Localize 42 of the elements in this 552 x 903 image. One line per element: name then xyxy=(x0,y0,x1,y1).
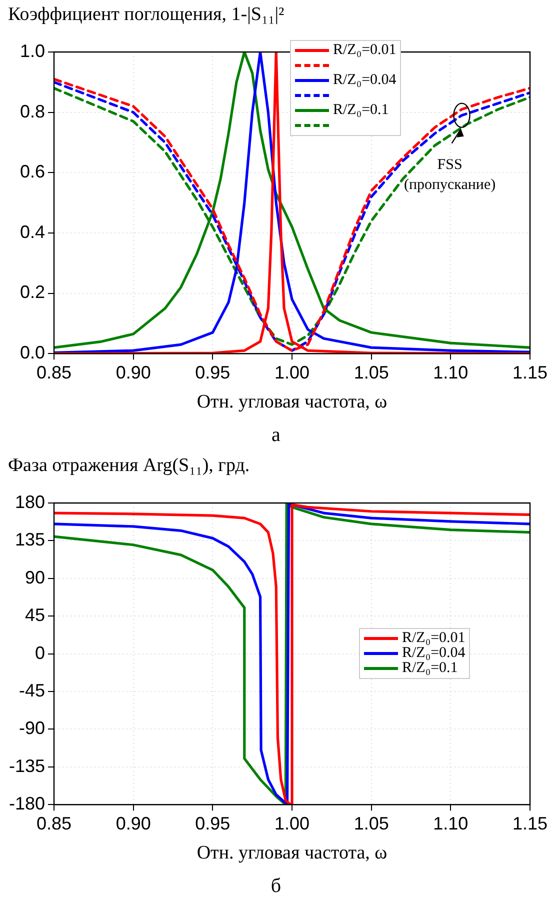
x-tick-label: 0.90 xyxy=(116,813,151,834)
legend-label: R/Z₀=0.01 xyxy=(402,630,466,647)
y-tick-label: 0.4 xyxy=(20,222,45,242)
x-tick-label: 0.90 xyxy=(116,362,151,382)
x-tick-label: 1.10 xyxy=(433,362,468,382)
x-axis-title: Отн. угловая частота, ω xyxy=(196,842,388,864)
legend-label: R/Z₀=0.04 xyxy=(333,72,396,89)
text: б xyxy=(270,875,282,898)
x-tick-label: 1.15 xyxy=(512,362,548,382)
x-tick-label: 1.00 xyxy=(274,362,310,382)
x-tick-label: 0.95 xyxy=(195,362,230,382)
x-tick-label: 0.95 xyxy=(195,813,230,834)
y-tick-label: 0.2 xyxy=(20,282,45,302)
x-tick-label: 1.00 xyxy=(274,813,310,834)
legend-label: R/Z₀=0.1 xyxy=(402,660,458,678)
legend-label: R/Z₀=0.1 xyxy=(333,102,389,119)
y-tick-label: -180 xyxy=(8,794,45,814)
y-tick-label: 0.0 xyxy=(20,342,45,363)
y-tick-label: 0.8 xyxy=(20,101,45,122)
x-tick-label: 1.15 xyxy=(512,813,548,834)
text: а xyxy=(270,424,282,447)
y-tick-label: -45 xyxy=(18,680,45,700)
x-tick-label: 1.05 xyxy=(354,362,389,382)
y-tick-label: 0.6 xyxy=(20,162,45,182)
y-tick-label: -135 xyxy=(8,756,45,776)
y-tick-label: 90 xyxy=(24,567,45,588)
y-tick-label: 1.0 xyxy=(20,40,45,61)
y-axis-title: Фаза отражения Arg(S₁₁), грд. xyxy=(8,455,250,477)
x-axis-title: Отн. угловая частота, ω xyxy=(196,392,388,413)
x-tick-label: 0.85 xyxy=(36,813,72,834)
y-tick-label: 180 xyxy=(14,492,45,512)
legend-label: R/Z₀=0.01 xyxy=(333,42,396,59)
y-tick-label: 135 xyxy=(14,530,45,550)
y-tick-label: 0 xyxy=(34,642,45,663)
y-tick-label: -90 xyxy=(18,718,45,738)
annotation: FSS (пропускание) xyxy=(404,156,496,193)
legend-label: R/Z₀=0.04 xyxy=(402,645,466,662)
y-tick-label: 45 xyxy=(24,605,45,626)
x-tick-label: 0.85 xyxy=(36,362,72,382)
x-tick-label: 1.05 xyxy=(354,813,389,834)
x-tick-label: 1.10 xyxy=(433,813,468,834)
y-axis-title: Коэффициент поглощения, 1-|S₁₁|² xyxy=(8,4,284,26)
